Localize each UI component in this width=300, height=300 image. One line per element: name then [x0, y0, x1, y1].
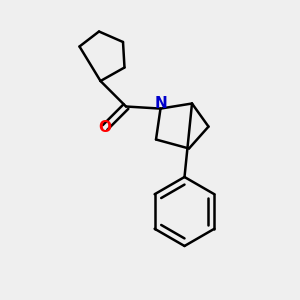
Text: N: N: [154, 96, 167, 111]
Text: O: O: [98, 120, 112, 135]
